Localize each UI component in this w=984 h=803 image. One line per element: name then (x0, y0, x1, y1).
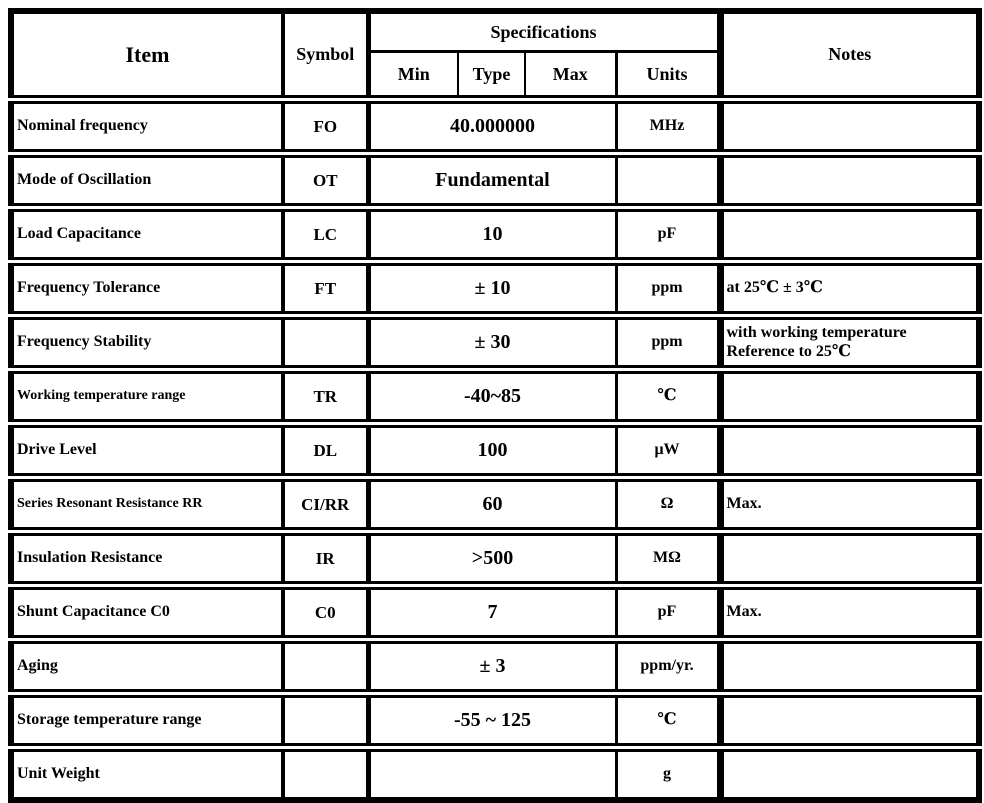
symbol-cell: LC (283, 207, 371, 266)
units-cell: g (616, 747, 724, 800)
notes-cell (720, 639, 979, 698)
notes-cell (720, 531, 979, 590)
table-row: Nominal frequency FO 40.000000 MHz (11, 99, 979, 158)
units-cell: ℃ (616, 369, 724, 428)
units-cell: ppm/yr. (616, 639, 724, 698)
symbol-cell: DL (283, 423, 371, 482)
header-specifications: Specifications (368, 11, 724, 53)
header-max: Max (525, 51, 618, 104)
symbol-cell (283, 315, 371, 374)
table-row: Mode of Oscillation OT Fundamental (11, 153, 979, 212)
item-cell: Storage temperature range (11, 693, 285, 752)
symbol-cell: IR (283, 531, 371, 590)
value-cell: >500 (368, 531, 618, 590)
table-row: Unit Weight g (11, 747, 979, 801)
item-cell: Mode of Oscillation (11, 153, 285, 212)
item-cell: Series Resonant Resistance RR (11, 477, 285, 536)
symbol-cell: C0 (283, 585, 371, 644)
value-cell: -55 ~ 125 (368, 693, 618, 752)
item-cell: Aging (11, 639, 285, 698)
item-cell: Load Capacitance (11, 207, 285, 266)
symbol-cell (283, 747, 371, 800)
table-row: Storage temperature range -55 ~ 125 ℃ (11, 693, 979, 752)
units-cell: pF (616, 207, 724, 266)
symbol-cell (283, 693, 371, 752)
units-cell: MHz (616, 99, 724, 158)
table-row: Aging ± 3 ppm/yr. (11, 639, 979, 698)
units-cell: pF (616, 585, 724, 644)
header-symbol: Symbol (283, 11, 371, 104)
notes-cell (720, 693, 979, 752)
value-cell: ± 30 (368, 315, 618, 374)
units-cell: ppm (616, 261, 724, 320)
notes-cell (720, 153, 979, 212)
table-row: Series Resonant Resistance RR CI/RR 60 Ω… (11, 477, 979, 536)
notes-cell: Max. (720, 585, 979, 644)
item-cell: Shunt Capacitance C0 (11, 585, 285, 644)
symbol-cell: CI/RR (283, 477, 371, 536)
value-cell: 40.000000 (368, 99, 618, 158)
units-cell: ppm (616, 315, 724, 374)
value-cell: 100 (368, 423, 618, 482)
symbol-cell (283, 639, 371, 698)
table-row: Frequency Stability ± 30 ppm with workin… (11, 315, 979, 374)
item-cell: Drive Level (11, 423, 285, 482)
table-row: Drive Level DL 100 μW (11, 423, 979, 482)
value-cell: ± 3 (368, 639, 618, 698)
table-header-row: Item Symbol Specifications Notes (11, 11, 979, 104)
units-cell: Ω (616, 477, 724, 536)
symbol-cell: FT (283, 261, 371, 320)
notes-cell (720, 207, 979, 266)
header-type: Type (458, 51, 526, 104)
table-row: Shunt Capacitance C0 C0 7 pF Max. (11, 585, 979, 644)
value-cell: ± 10 (368, 261, 618, 320)
item-cell: Unit Weight (11, 747, 285, 800)
symbol-cell: TR (283, 369, 371, 428)
units-cell: ℃ (616, 693, 724, 752)
notes-cell: with working temperature Reference to 25… (720, 315, 979, 374)
item-cell: Frequency Tolerance (11, 261, 285, 320)
header-item: Item (11, 11, 285, 104)
table-subheader-row: Min Type Max Units (11, 51, 979, 104)
table-row: Frequency Tolerance FT ± 10 ppm at 25℃ ±… (11, 261, 979, 320)
table-row: Working temperature range TR -40~85 ℃ (11, 369, 979, 428)
value-cell: 60 (368, 477, 618, 536)
notes-cell (720, 423, 979, 482)
units-cell (616, 153, 724, 212)
item-cell: Insulation Resistance (11, 531, 285, 590)
specifications-table: Item Symbol Specifications Notes Min Typ… (8, 8, 982, 803)
notes-cell (720, 369, 979, 428)
symbol-cell: FO (283, 99, 371, 158)
item-cell: Working temperature range (11, 369, 285, 428)
item-cell: Nominal frequency (11, 99, 285, 158)
units-cell: MΩ (616, 531, 724, 590)
units-cell: μW (616, 423, 724, 482)
notes-cell (720, 748, 979, 801)
notes-cell (720, 99, 979, 158)
header-units: Units (616, 51, 724, 104)
notes-cell: Max. (720, 477, 979, 536)
value-cell: 7 (368, 585, 618, 644)
notes-cell: at 25℃ ± 3℃ (720, 261, 979, 320)
header-notes: Notes (720, 11, 979, 104)
value-cell: Fundamental (368, 153, 618, 212)
symbol-cell: OT (283, 153, 371, 212)
value-cell: 10 (368, 207, 618, 266)
table-row: Insulation Resistance IR >500 MΩ (11, 531, 979, 590)
header-min: Min (368, 51, 459, 104)
item-cell: Frequency Stability (11, 315, 285, 374)
value-cell: -40~85 (368, 369, 618, 428)
value-cell (368, 747, 618, 800)
table-row: Load Capacitance LC 10 pF (11, 207, 979, 266)
